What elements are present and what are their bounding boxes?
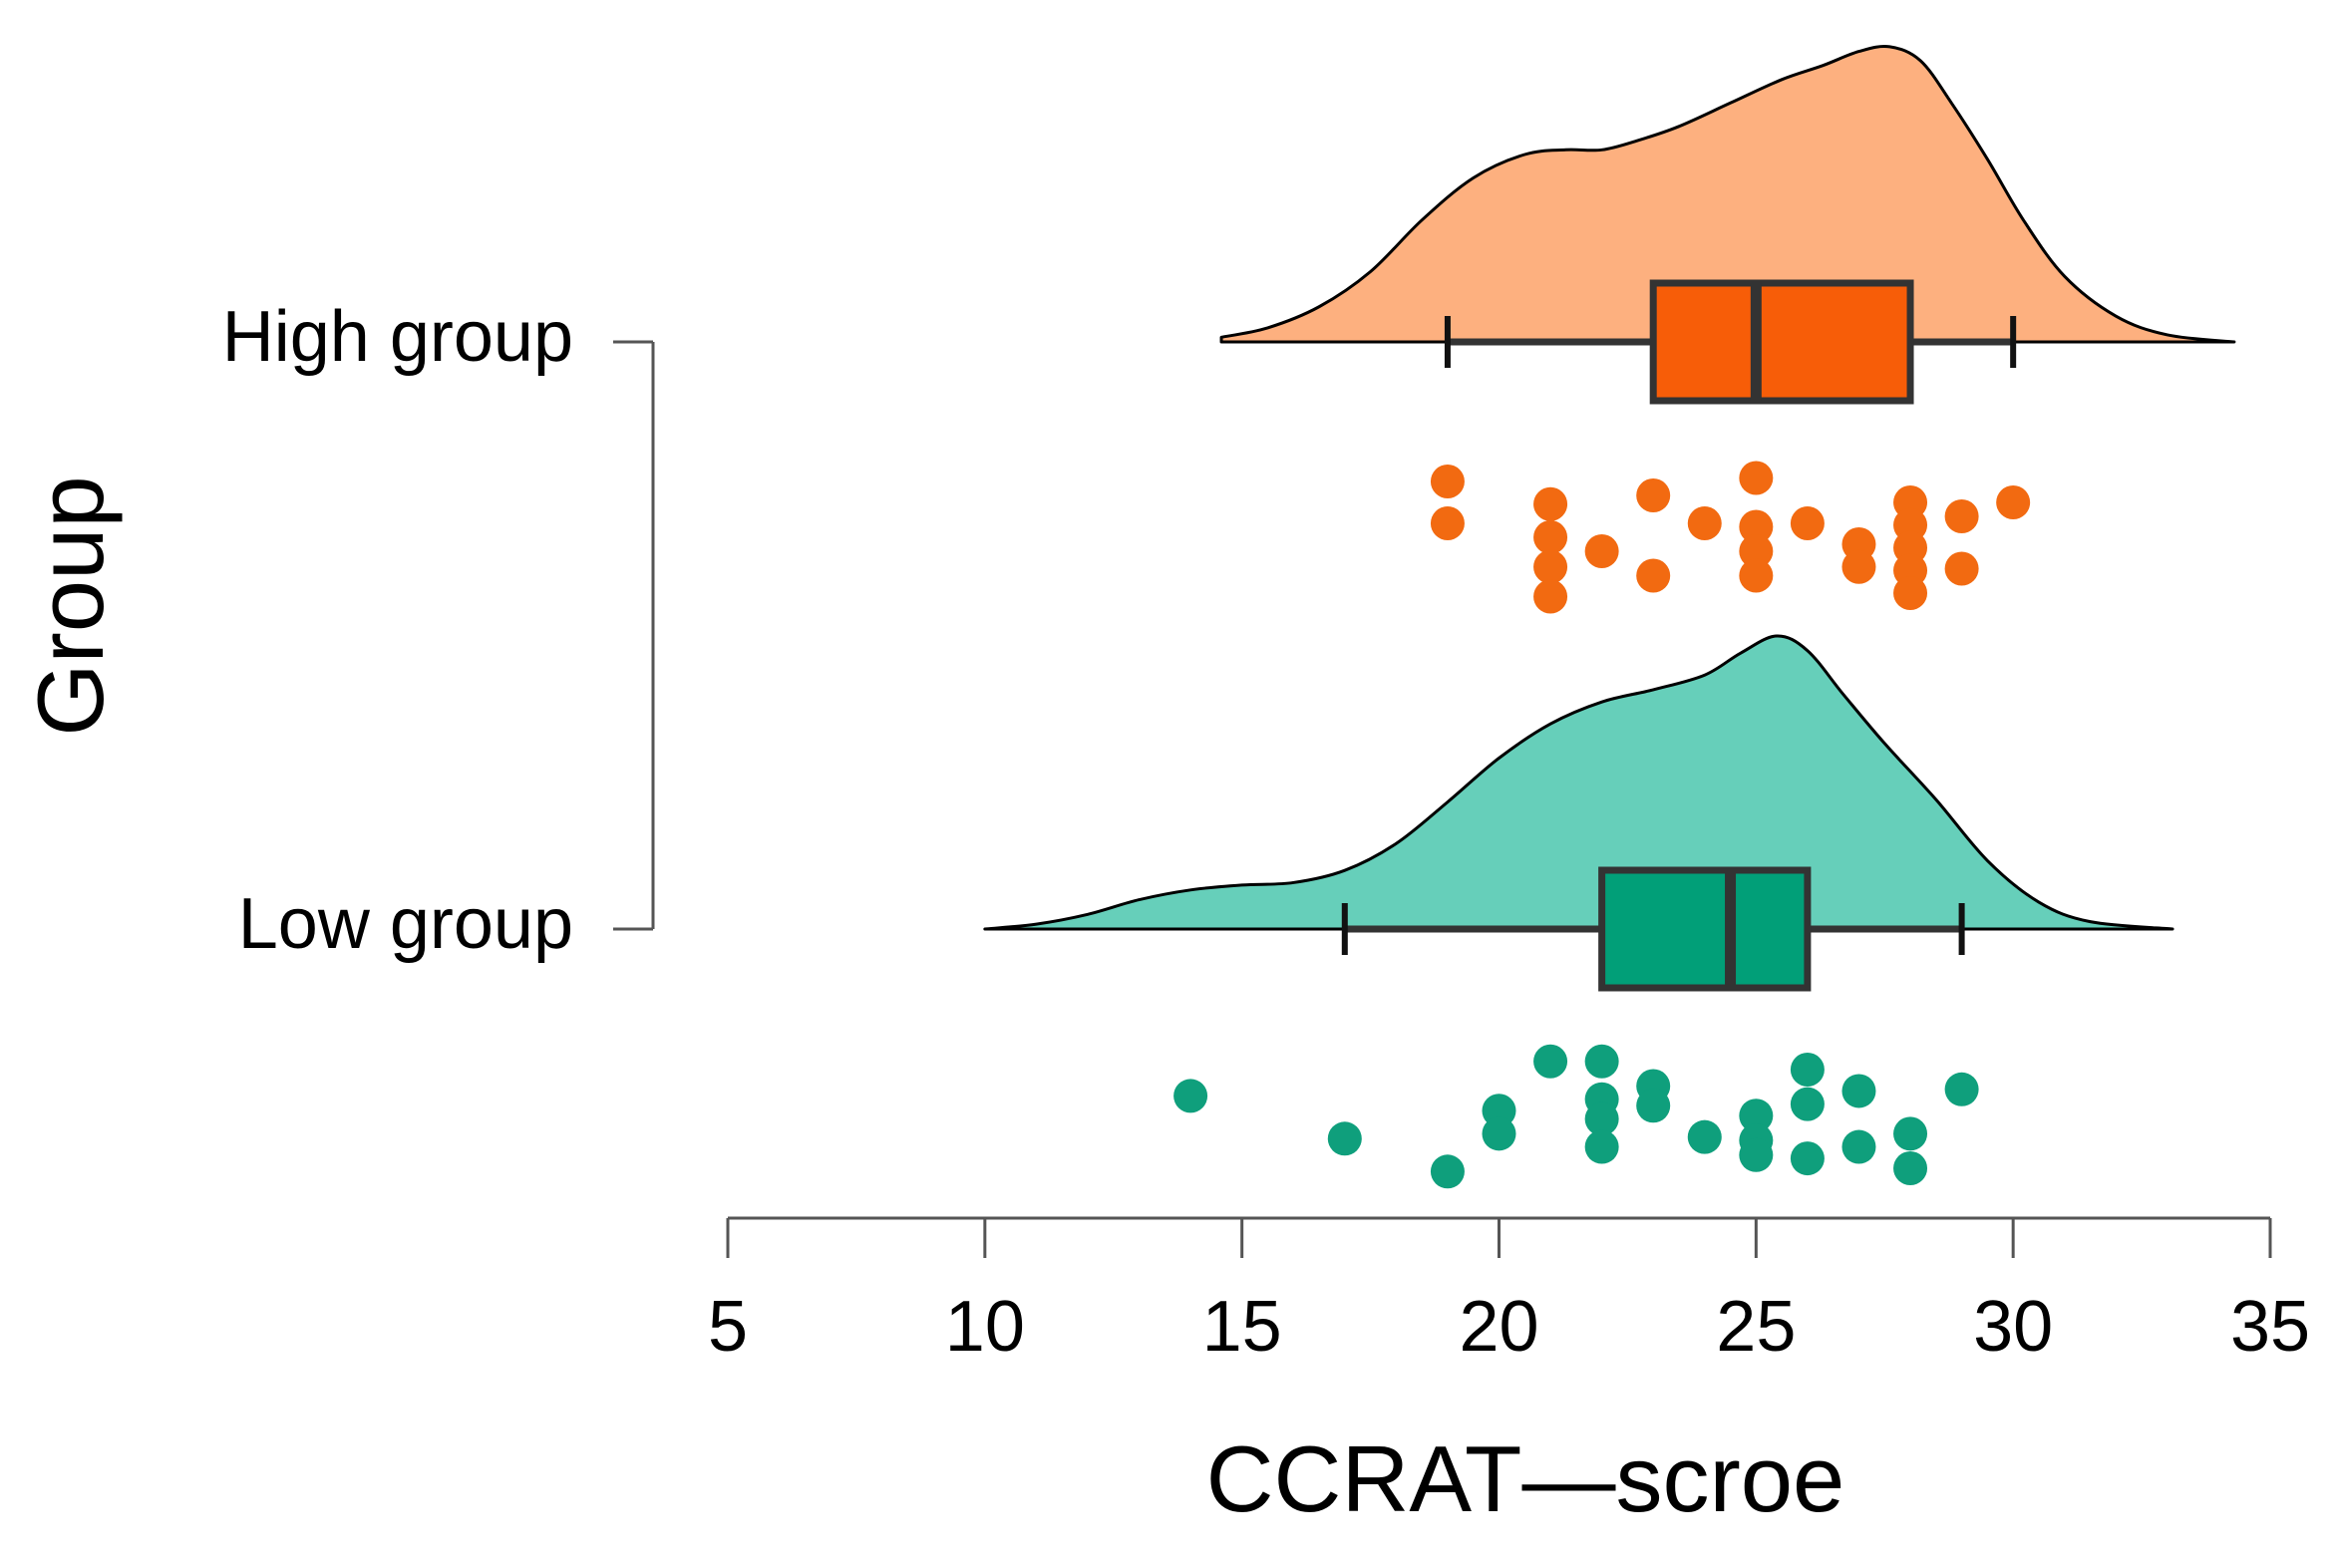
x-tick-label-35: 35 [2230,1287,2310,1367]
low-group-point [1327,1121,1362,1156]
high-group-point [1533,520,1568,554]
high-group-point [1636,478,1671,512]
low-group-point [1893,1151,1928,1185]
low-group-point [1173,1079,1208,1113]
low-group-point [1533,1044,1568,1079]
x-axis-title: CCRAT—scroe [1206,1426,1845,1531]
high-group-point [1841,549,1876,584]
high-group-point [1893,576,1928,610]
low-group-point [1841,1074,1876,1108]
low-group-point [1584,1129,1619,1164]
high-group-point [1996,485,2031,519]
density-layer [983,45,2236,931]
x-tick-label-15: 15 [1202,1287,1282,1367]
low-group-point [1790,1087,1825,1121]
low-group-point [1841,1129,1876,1164]
high-group-point [1533,579,1568,614]
high-group-point [1944,551,1979,586]
x-tick-label-25: 25 [1716,1287,1796,1367]
group-label-low: Low group [238,884,573,964]
low-group-point [1790,1053,1825,1087]
high-group-point [1533,549,1568,584]
boxplot-layer [1341,279,2017,992]
high-group-point [1739,558,1774,593]
low-group-point [1687,1119,1722,1154]
low-group-point [1893,1116,1928,1151]
low-group-point [1482,1116,1516,1151]
low-group-box [1598,866,1812,992]
x-tick-label-10: 10 [945,1287,1025,1367]
low-group-density [983,634,2174,931]
high-group-point [1533,486,1568,521]
y-axis-title: Group [18,475,123,736]
high-group-density [1219,45,2236,344]
high-group-point [1739,509,1774,544]
high-group-point [1739,461,1774,495]
low-group-point [1584,1101,1619,1136]
low-group-point [1636,1089,1671,1123]
points-layer [1173,461,2031,1189]
high-group-point [1790,506,1825,540]
x-tick-label-30: 30 [1973,1287,2053,1367]
high-group-box [1649,279,1914,405]
high-group-point [1584,534,1619,568]
low-group-point [1739,1098,1774,1133]
x-axis: 5 10 15 20 25 30 35 [708,1216,2310,1367]
group-label-high: High group [222,297,573,377]
low-group-point [1790,1141,1825,1176]
x-tick-label-5: 5 [708,1287,748,1367]
low-group-point [1584,1044,1619,1079]
high-group-point [1739,534,1774,568]
low-group-point [1739,1137,1774,1172]
low-group-point [1430,1154,1465,1189]
low-group-point [1944,1072,1979,1106]
high-group-point [1430,465,1465,498]
y-axis: High group Low group Group [18,297,655,964]
high-group-point [1687,506,1722,540]
high-group-point [1944,499,1979,533]
x-tick-label-20: 20 [1459,1287,1538,1367]
high-group-point [1430,506,1465,540]
high-group-point [1636,558,1671,593]
